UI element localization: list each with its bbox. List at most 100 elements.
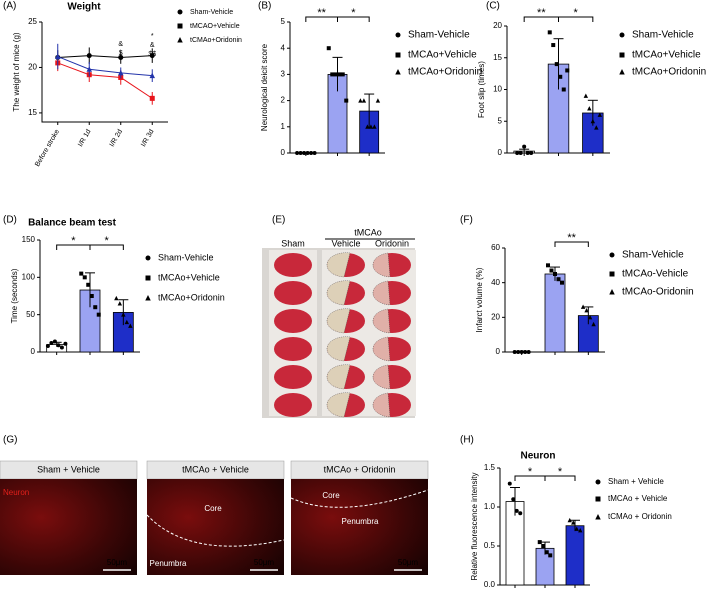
- y-tick-label: 15: [28, 108, 37, 117]
- region-label: Core: [204, 504, 222, 513]
- data-point: [309, 151, 314, 155]
- annotation: &: [118, 41, 123, 48]
- data-point: [302, 151, 307, 155]
- data-point: [515, 151, 520, 155]
- y-axis-label: The weight of mice (g): [12, 32, 21, 111]
- y-tick-label: 0.0: [484, 580, 496, 589]
- data-point: [584, 308, 589, 313]
- data-point: [149, 95, 155, 101]
- legend-marker: [395, 52, 401, 58]
- y-tick-label: 25: [28, 17, 37, 26]
- panel-label: (B): [258, 1, 271, 12]
- brain-slice: [274, 393, 312, 417]
- data-point: [114, 295, 119, 301]
- significance-label: **: [567, 232, 576, 244]
- legend-label: tMCAo+Oridonin: [632, 67, 706, 78]
- significance-label: *: [574, 7, 579, 19]
- legend-marker: [145, 255, 151, 261]
- legend-marker: [595, 479, 601, 485]
- y-tick-label: 5: [498, 116, 503, 125]
- scale-label: 50μm: [398, 558, 419, 567]
- data-point: [49, 341, 54, 346]
- data-point: [547, 30, 552, 35]
- x-tick-label: I/R 1d: [77, 128, 92, 148]
- data-point: [571, 520, 576, 525]
- border-line: [290, 489, 429, 508]
- significance-bracket: [554, 241, 589, 247]
- series-line: [57, 56, 153, 77]
- data-point: [587, 314, 593, 320]
- annotation: &: [150, 42, 155, 49]
- data-point: [556, 277, 561, 282]
- data-point: [361, 98, 367, 103]
- y-tick-label: 20: [491, 312, 500, 321]
- significance-bracket: [544, 475, 576, 481]
- significance-bracket: [337, 16, 370, 22]
- brain-slice: [274, 309, 312, 333]
- data-point: [518, 151, 523, 155]
- data-point: [553, 272, 557, 276]
- panel-label: (D): [3, 215, 17, 226]
- data-point: [574, 526, 579, 531]
- data-point: [558, 74, 563, 79]
- legend-marker: [177, 9, 183, 15]
- column-label: Sham: [281, 238, 305, 248]
- data-point: [544, 550, 549, 555]
- data-point: [511, 497, 516, 502]
- chart-title: Balance beam test: [28, 218, 116, 229]
- bar: [544, 273, 566, 353]
- data-point: [587, 106, 592, 111]
- scale-label: 50μm: [107, 558, 128, 567]
- data-point: [567, 517, 572, 523]
- y-tick-label: 1.5: [484, 463, 496, 472]
- infarct: [326, 280, 351, 306]
- panel-label: (A): [3, 1, 16, 12]
- data-point: [96, 312, 101, 317]
- data-point: [305, 151, 310, 155]
- legend-marker: [619, 69, 625, 75]
- data-point: [541, 544, 546, 548]
- image-title: tMCAo + Vehicle: [182, 464, 249, 474]
- chart-title: Weight: [67, 2, 101, 13]
- data-point: [578, 528, 583, 533]
- x-tick-label: I/R 2d: [109, 128, 124, 148]
- y-tick-label: 15: [493, 53, 502, 62]
- brain-slice: [274, 365, 312, 389]
- data-point: [529, 151, 534, 155]
- group-label: tMCAo: [354, 227, 382, 237]
- data-point: [358, 98, 363, 103]
- chart-title: Neuron: [521, 451, 556, 462]
- y-tick-label: 2: [281, 96, 286, 105]
- significance-label: **: [317, 7, 326, 19]
- data-point: [554, 62, 559, 67]
- series-line: [57, 55, 153, 58]
- region-label: Penumbra: [150, 559, 187, 568]
- brain-slice: [274, 253, 312, 277]
- legend-marker: [595, 514, 601, 520]
- data-point: [594, 125, 599, 130]
- image-title: tMCAo + Oridonin: [324, 464, 396, 474]
- data-point: [118, 54, 124, 60]
- data-point: [519, 350, 524, 354]
- legend-marker: [595, 496, 601, 502]
- data-point: [124, 319, 130, 325]
- legend-marker: [395, 69, 401, 75]
- data-point: [56, 343, 61, 348]
- data-point: [117, 301, 123, 306]
- region-label: Core: [322, 491, 340, 500]
- y-tick-label: 20: [28, 63, 37, 72]
- legend-label: tMCAO+Vehicle: [190, 23, 240, 30]
- legend-label: tMCAo+Vehicle: [158, 272, 220, 282]
- y-tick-label: 1: [281, 122, 286, 131]
- y-tick-label: 0: [31, 347, 36, 356]
- data-point: [561, 87, 566, 92]
- annotation: $: [119, 50, 123, 57]
- infarct: [326, 336, 351, 362]
- data-point: [375, 98, 381, 103]
- y-axis-label: Time (seconds): [10, 268, 19, 323]
- data-point: [326, 46, 331, 51]
- brain-slice: [274, 281, 312, 305]
- data-point: [121, 312, 126, 317]
- infarct: [372, 336, 391, 362]
